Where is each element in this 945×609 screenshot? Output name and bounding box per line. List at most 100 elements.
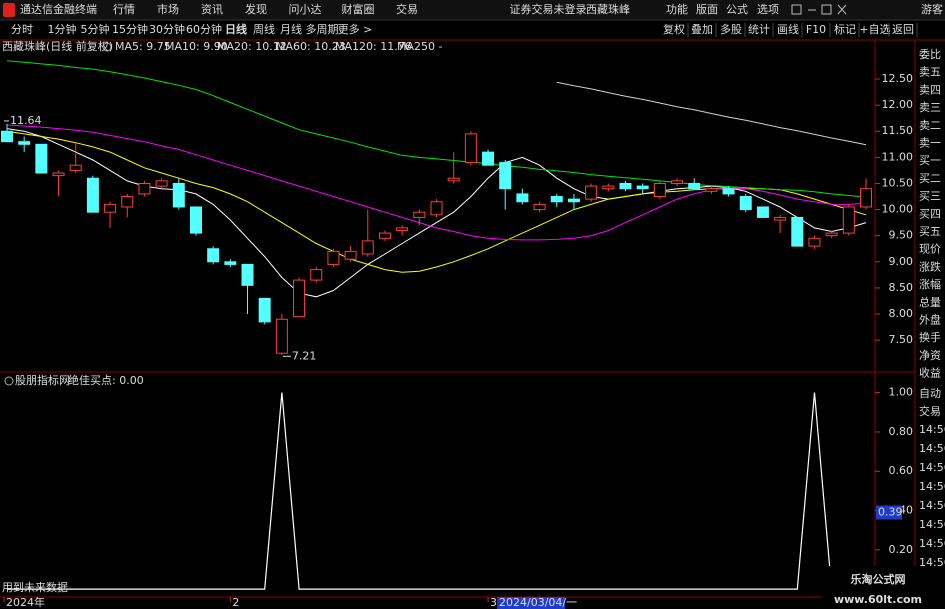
menu-item[interactable]: 财富圈 [342,2,375,16]
menu-item[interactable]: 问小达 [289,3,322,16]
candle-body [464,133,477,164]
candle-body [756,206,769,218]
candle-body [653,182,666,198]
candle-body [533,203,546,211]
candle-body [104,203,117,213]
ma-line [6,60,867,198]
watermark-name: 乐淘公式网 [851,572,906,586]
candle-body [860,188,872,208]
candle-body [258,297,271,323]
skin-button[interactable] [791,4,802,15]
legend-entry: MA250 - [397,40,443,53]
x-tick-label: 3 [490,596,497,609]
y-tick-label: 9.50 [889,229,914,242]
candle-body [361,240,374,255]
tool-button[interactable]: 复权 [663,22,685,36]
period-tab[interactable]: 1分钟 [48,22,77,36]
legend-entry: MA120: 11.76 [335,40,412,53]
trade-label[interactable]: 交易 [919,404,941,418]
quote-field: 卖五 [919,66,941,79]
quote-field: 涨跌 [919,259,941,273]
current-value-box [876,505,902,520]
candle-body [86,177,99,213]
period-tab[interactable]: 30分钟 [149,22,185,36]
close-button[interactable] [837,4,847,15]
quote-field: 买二 [919,172,941,185]
candle-body [774,216,787,221]
candle-body [18,141,31,145]
trade-label[interactable]: 自动 [919,387,941,400]
candle-body [138,182,151,195]
period-tab[interactable]: 5分钟 [81,22,110,36]
function-item[interactable]: 公式 [726,3,748,16]
high-label: 11.64 [10,114,42,127]
x-tick-label: 2024年 [6,595,45,609]
y-tick-label: 11.50 [882,124,914,137]
period-tab[interactable]: 15分钟 [112,22,148,36]
indicator-line [7,392,866,590]
tool-button[interactable]: 画线 [777,22,799,36]
candle-body [825,232,838,237]
tool-button[interactable]: 标记 [834,22,856,36]
menu-item[interactable]: 资讯 [201,3,223,16]
period-tab[interactable]: 更多 > [338,22,373,36]
maximize-button[interactable] [821,4,832,15]
candle-body [241,263,254,286]
candle-body [842,206,855,234]
period-tab[interactable]: 月线 [280,22,302,36]
trade-status[interactable]: 西藏珠峰 [586,2,630,16]
period-tab[interactable]: 周线 [253,22,275,36]
candle-body [705,188,718,192]
candle-body [722,188,735,195]
legend-entry: MA20: 10.12 [217,40,287,53]
y-tick-label: 10.50 [882,176,914,189]
candle-body [447,177,460,182]
candle-body [619,182,632,190]
legend-entry: MA60: 10.23 [276,40,346,53]
candle-body [671,180,684,184]
candle-body [52,172,65,177]
candle-body [224,261,237,265]
period-tab[interactable]: 分时 [11,23,33,36]
y-tick-label: 1.00 [889,386,914,399]
menu-item[interactable]: 市场 [157,2,179,16]
quote-field: 卖二 [919,119,941,132]
future-data-note: 用到未来数据 [2,580,68,594]
tool-button[interactable]: 多股 [720,22,742,36]
y-tick-label: 8.00 [889,307,914,320]
candle-body [121,196,134,208]
candle-body [636,185,649,190]
period-tab[interactable]: 多周期 [306,22,339,36]
candle-body [585,185,598,200]
menu-item[interactable]: 交易 [396,2,418,16]
function-item[interactable]: 版面 [696,2,718,16]
period-tab[interactable]: 日线 [225,22,247,36]
y-tick-label: 12.50 [882,72,914,85]
tool-button[interactable]: 统计 [748,23,770,36]
low-label: 7.21 [292,349,317,362]
tool-button[interactable]: 返回 [892,23,914,36]
title-bar [0,0,945,20]
y-tick-label: 0.80 [889,425,914,438]
period-tab[interactable]: 60分钟 [186,22,222,36]
user[interactable]: 游客 [921,2,943,16]
tool-button[interactable]: 叠加 [691,23,713,36]
y-tick-label: 11.00 [882,150,914,163]
watermark-url: www.60lt.com [834,593,922,606]
candle-body [499,162,512,190]
ma-line [556,81,867,146]
candle-body [69,164,82,171]
quote-field: 现价 [919,243,941,256]
function-item[interactable]: 选项 [757,3,779,16]
candle-body [293,279,306,318]
y-tick-label: 9.00 [889,255,914,268]
tool-button[interactable]: F10 [806,23,826,36]
indicator-icon [4,376,14,386]
tool-button[interactable]: +自选 [859,23,890,36]
function-item[interactable]: 功能 [666,2,688,16]
trade-status[interactable]: 证券交易未登录 [510,2,587,16]
menu-item[interactable]: 行情 [113,3,135,16]
menu-item[interactable]: 发现 [245,2,267,16]
